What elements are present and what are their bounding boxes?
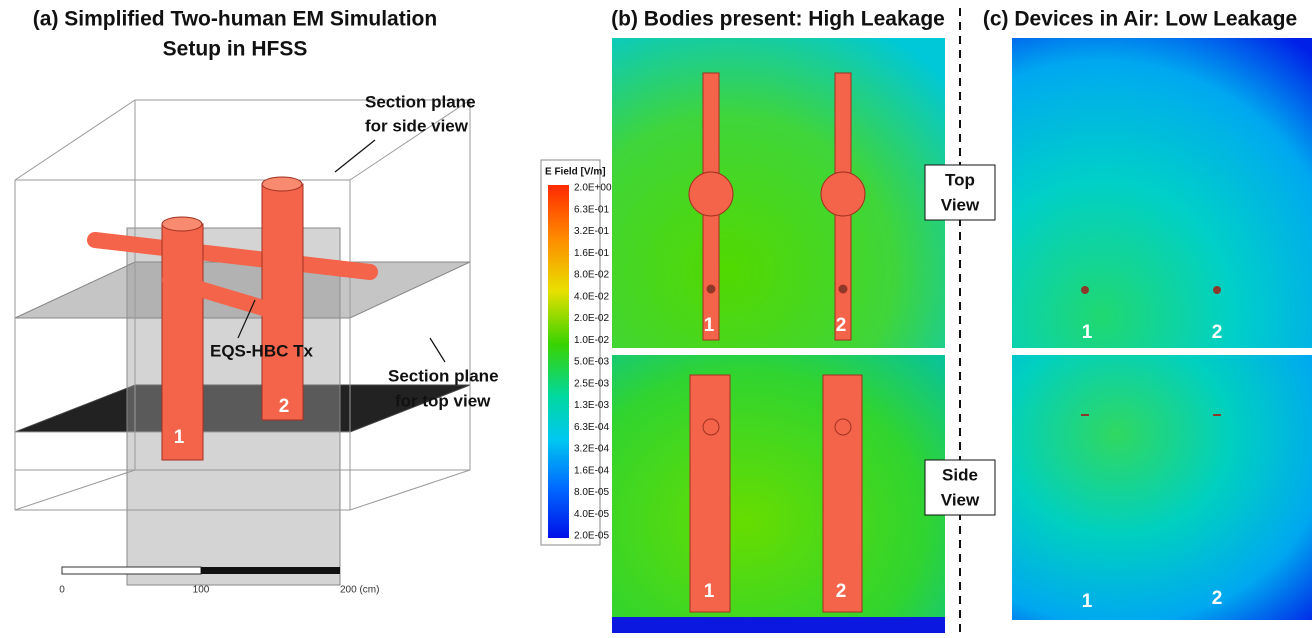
colorbar-label: 1.6E-04 — [574, 465, 609, 476]
colorbar-label: 4.0E-05 — [574, 509, 609, 520]
annotation: EQS-HBC Tx — [210, 341, 314, 360]
colorbar-label: 2.5E-03 — [574, 378, 609, 389]
colorbar-label: 1.0E-02 — [574, 335, 609, 346]
ground — [612, 617, 945, 633]
colorbar-label: 8.0E-05 — [574, 487, 609, 498]
view-label: View — [941, 195, 980, 214]
scale-label: 200 (cm) — [340, 585, 379, 596]
view-label: View — [941, 490, 980, 509]
annotation: Section plane — [365, 92, 476, 111]
colorbar-label: 6.3E-01 — [574, 204, 609, 215]
body-label: 2 — [836, 581, 847, 602]
panel-title: Setup in HFSS — [163, 38, 308, 61]
annotation: for side view — [365, 116, 469, 135]
colorbar-label: 2.0E-05 — [574, 531, 609, 542]
colorbar-label: 3.2E-04 — [574, 444, 609, 455]
scale-bar — [62, 567, 340, 574]
colorbar-label: 2.0E+00 — [574, 183, 612, 194]
body-label: 2 — [1212, 322, 1223, 343]
body-label: 1 — [704, 315, 715, 336]
scale-label: 100 — [193, 585, 210, 596]
colorbar-label: 8.0E-02 — [574, 270, 609, 281]
annotation: Section plane — [388, 366, 499, 385]
colorbar-label: 5.0E-03 — [574, 357, 609, 368]
panel-title: (b) Bodies present: High Leakage — [611, 8, 945, 31]
view-label: Top — [945, 170, 975, 189]
colorbar-label: 2.0E-02 — [574, 313, 609, 324]
body-label: 2 — [836, 315, 847, 336]
field-map-side — [1012, 355, 1312, 620]
colorbar-label: 3.2E-01 — [574, 226, 609, 237]
colorbar-title: E Field [V/m] — [545, 167, 606, 178]
view-label: Side — [942, 465, 978, 484]
body-label: 2 — [1212, 588, 1223, 609]
field-map-side — [612, 355, 945, 633]
panel-title: (a) Simplified Two-human EM Simulation — [33, 8, 437, 31]
annotation: for top view — [395, 391, 491, 410]
body-label: 1 — [174, 427, 185, 448]
colorbar-label: 1.3E-03 — [574, 400, 609, 411]
figure: (a) Simplified Two-human EM Simulation S… — [0, 0, 1314, 633]
panel-title: (c) Devices in Air: Low Leakage — [983, 8, 1297, 31]
body-label: 2 — [279, 396, 290, 417]
field-map-top — [1012, 38, 1312, 348]
body-label: 1 — [704, 581, 715, 602]
colorbar-label: 4.0E-02 — [574, 291, 609, 302]
colorbar-label: 6.3E-04 — [574, 422, 609, 433]
scale-label: 0 — [59, 585, 65, 596]
body-label: 1 — [1082, 322, 1093, 343]
field-map-top — [612, 38, 945, 348]
colorbar-label: 1.6E-01 — [574, 248, 609, 259]
body-label: 1 — [1082, 591, 1093, 612]
colorbar — [548, 185, 569, 538]
